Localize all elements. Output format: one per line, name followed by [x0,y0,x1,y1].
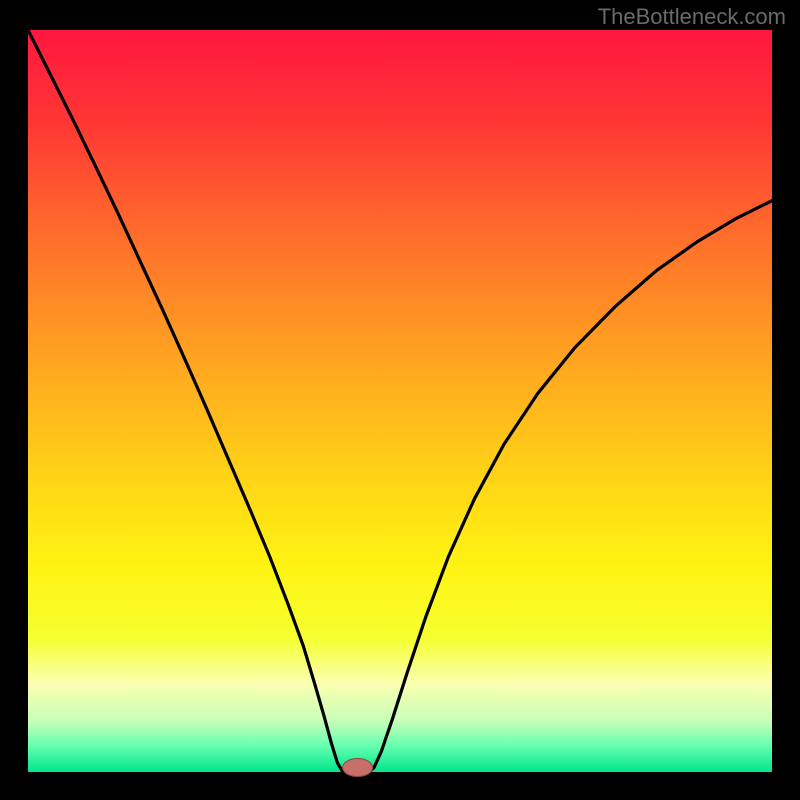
plot-background [28,30,772,772]
chart-container: TheBottleneck.com [0,0,800,800]
optimal-point-marker [343,759,373,777]
bottleneck-chart [0,0,800,800]
watermark-label: TheBottleneck.com [598,4,786,30]
